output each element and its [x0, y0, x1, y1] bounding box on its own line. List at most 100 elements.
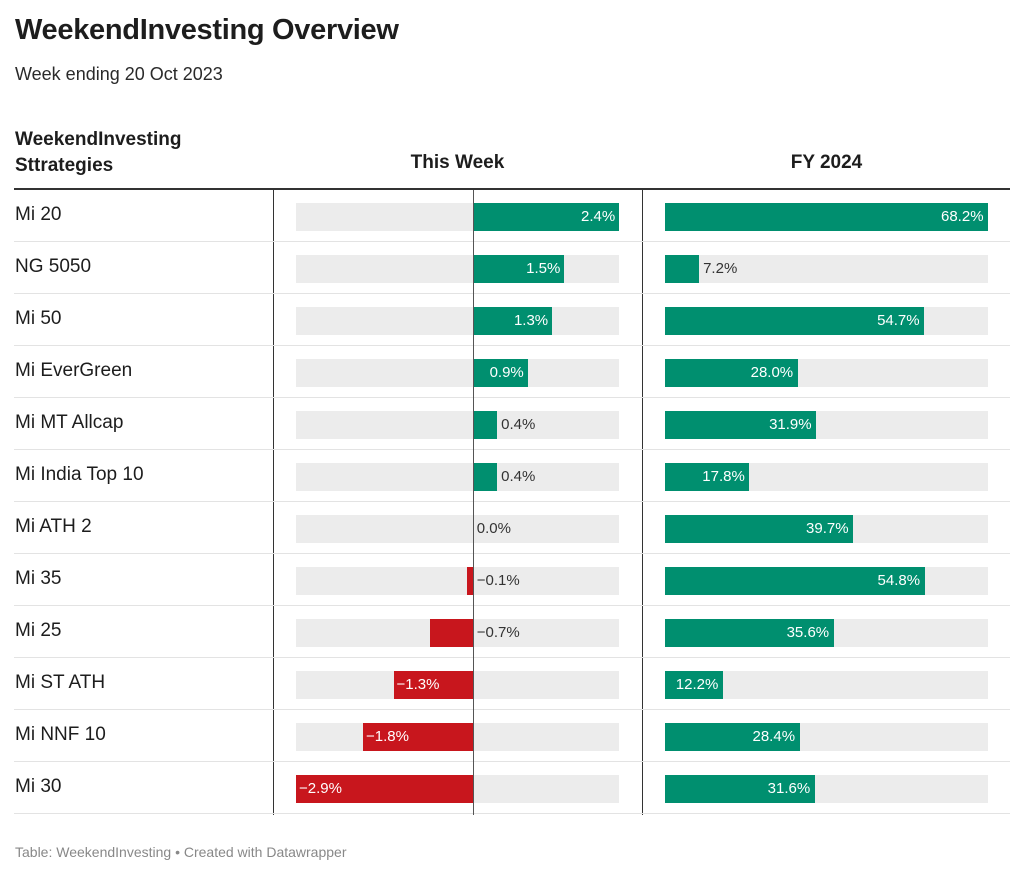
week-value-label: 1.5%	[526, 260, 561, 277]
fy-value-label: 39.7%	[806, 520, 849, 537]
strategy-name: Mi 20	[15, 204, 62, 225]
table-row: Mi MT Allcap 0.4% 31.9%	[14, 398, 1010, 450]
week-value-label: 1.3%	[513, 312, 549, 329]
week-bar-track: −0.7%	[296, 619, 619, 647]
strategy-name: Mi 30	[15, 776, 62, 797]
fy-bar-track: 31.9%	[665, 411, 988, 439]
week-bar-track: −0.1%	[296, 567, 619, 595]
fy-bar-track: 12.2%	[665, 671, 988, 699]
fy-value-label: 35.6%	[786, 624, 830, 641]
column-header-strategies: WeekendInvesting Sttrategies	[15, 127, 255, 179]
week-bar	[393, 671, 473, 699]
table-row: Mi ST ATH −1.3% 12.2%	[14, 658, 1010, 710]
week-bar	[363, 723, 473, 751]
fy-bar-track: 28.0%	[665, 359, 988, 387]
row-divider	[14, 449, 1010, 450]
week-bar-track: 0.4%	[296, 411, 619, 439]
fy-bar	[665, 307, 925, 335]
week-zero-line	[473, 190, 474, 815]
row-divider	[14, 293, 1010, 294]
fy-bar	[665, 619, 834, 647]
fy-bar-track: 31.6%	[665, 775, 988, 803]
fy-bar	[665, 723, 800, 751]
row-divider	[14, 397, 1010, 398]
row-divider	[14, 657, 1010, 658]
week-bar-track: −1.8%	[296, 723, 619, 751]
column-header-strategies-line1: WeekendInvesting	[15, 129, 182, 150]
fy-value-label: 31.6%	[767, 780, 811, 797]
strategy-name: Mi ST ATH	[15, 672, 106, 693]
strategy-name: Mi India Top 10	[15, 464, 144, 485]
header-divider	[14, 188, 1010, 190]
fy-bar-track: 54.8%	[665, 567, 988, 595]
fy-bar-track: 17.8%	[665, 463, 988, 491]
week-value-label: −0.1%	[476, 572, 520, 589]
table-row: Mi 25 −0.7% 35.6%	[14, 606, 1010, 658]
week-bar	[472, 255, 565, 283]
week-bar-track: 1.3%	[296, 307, 619, 335]
fy-bar	[665, 567, 925, 595]
week-value-label: −1.3%	[396, 676, 440, 693]
fy-bar	[665, 463, 750, 491]
week-value-label: 0.0%	[476, 520, 511, 537]
fy-bar	[665, 515, 854, 543]
week-bar	[472, 463, 498, 491]
week-bar	[472, 411, 498, 439]
column-header-fy: FY 2024	[790, 152, 863, 173]
chart-title: WeekendInvesting Overview	[15, 14, 399, 46]
week-bar-track: 0.4%	[296, 463, 619, 491]
fy-value-label: 28.4%	[752, 728, 796, 745]
chart-footer: Table: WeekendInvesting • Created with D…	[15, 844, 347, 860]
fy-bar	[665, 359, 798, 387]
table-row: Mi 30 −2.9% 31.6%	[14, 762, 1010, 814]
table-row: Mi 50 1.3% 54.7%	[14, 294, 1010, 346]
strategy-name: NG 5050	[15, 256, 92, 277]
row-divider	[14, 813, 1010, 814]
table-row: Mi India Top 10 0.4% 17.8%	[14, 450, 1010, 502]
fy-bar-track: 35.6%	[665, 619, 988, 647]
fy-value-label: 54.7%	[877, 312, 920, 329]
chart-subtitle: Week ending 20 Oct 2023	[15, 64, 223, 84]
week-bar-track: 1.5%	[296, 255, 619, 283]
fy-bar	[665, 671, 723, 699]
row-divider	[14, 501, 1010, 502]
row-divider	[14, 709, 1010, 710]
fy-value-label: 12.2%	[675, 676, 719, 693]
week-bar-track: 0.0%	[296, 515, 619, 543]
fy-value-label: 17.8%	[702, 468, 745, 485]
week-value-label: −0.7%	[476, 624, 520, 641]
week-bar-track: −2.9%	[296, 775, 619, 803]
fy-bar	[665, 411, 817, 439]
table-row: NG 5050 1.5% 7.2%	[14, 242, 1010, 294]
row-divider	[14, 761, 1010, 762]
row-divider	[14, 241, 1010, 242]
fy-value-label: 28.0%	[750, 364, 794, 381]
fy-bar	[665, 203, 988, 231]
week-value-label: 0.9%	[489, 364, 524, 381]
strategy-name: Mi ATH 2	[15, 516, 92, 537]
strategy-name: Mi EverGreen	[15, 360, 133, 381]
table-row: Mi ATH 2 0.0% 39.7%	[14, 502, 1010, 554]
strategy-name: Mi NNF 10	[15, 724, 106, 745]
week-value-label: 2.4%	[581, 208, 616, 225]
table-row: Mi 35 −0.1% 54.8%	[14, 554, 1010, 606]
week-bar	[472, 203, 619, 231]
week-bar	[296, 775, 473, 803]
strategy-name: Mi MT Allcap	[15, 412, 124, 433]
column-separator-fy	[642, 190, 643, 815]
fy-value-label: 54.8%	[877, 572, 921, 589]
table-row: Mi EverGreen 0.9% 28.0%	[14, 346, 1010, 398]
week-bar	[430, 619, 473, 647]
row-divider	[14, 345, 1010, 346]
fy-bar	[665, 775, 815, 803]
fy-value-label: 31.9%	[769, 416, 812, 433]
fy-bar-track: 54.7%	[665, 307, 988, 335]
row-divider	[14, 605, 1010, 606]
table-row: Mi NNF 10 −1.8% 28.4%	[14, 710, 1010, 762]
fy-bar-track: 7.2%	[665, 255, 988, 283]
strategy-name: Mi 35	[15, 568, 62, 589]
week-bar-track: 2.4%	[296, 203, 619, 231]
week-bar	[472, 359, 528, 387]
week-bar	[472, 307, 552, 335]
week-value-label: −2.9%	[299, 780, 342, 797]
